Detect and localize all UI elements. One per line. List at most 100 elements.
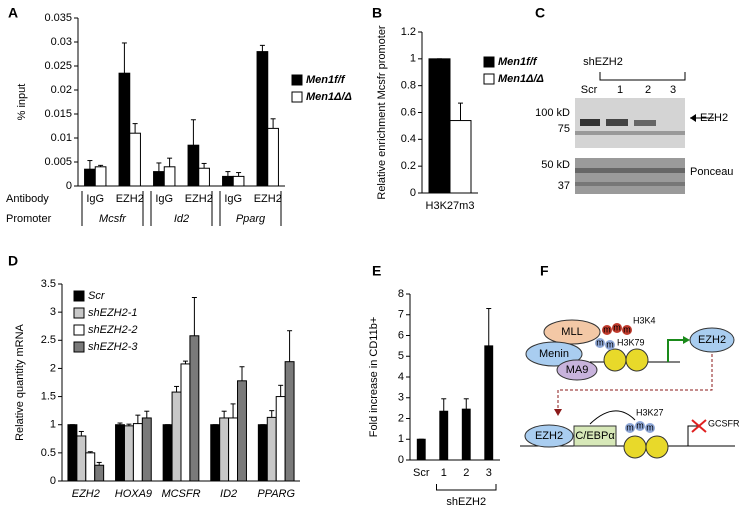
y-tick-label: 0 <box>66 180 72 192</box>
y-tick-label: 1 <box>398 433 404 445</box>
x-tick-label: Scr <box>413 467 430 479</box>
group-label: Pparg <box>236 213 266 225</box>
methyl <box>622 325 632 335</box>
methyl-label: m <box>636 420 644 430</box>
x-tick-label: EZH2 <box>185 193 213 205</box>
bar <box>461 408 471 461</box>
protein-label: Menin <box>539 348 569 360</box>
y-tick-label: 0.035 <box>44 12 72 24</box>
legend-label: Men1Δ/Δ <box>306 91 352 103</box>
panel-label: D <box>8 253 18 269</box>
legend-swatch <box>73 307 85 319</box>
legend-label: Scr <box>88 290 106 302</box>
bar <box>187 144 200 187</box>
bar <box>171 391 182 482</box>
group-label: shEZH2 <box>583 56 623 68</box>
methyl <box>612 323 622 333</box>
protein-label: EZH2 <box>698 334 726 346</box>
arrow-head <box>690 114 696 122</box>
curved-arrow <box>589 410 636 425</box>
legend-label: Men1f/f <box>498 56 538 68</box>
activation-arrow <box>667 339 684 362</box>
bar <box>153 171 165 187</box>
x-tick-label: HOXA9 <box>115 488 152 500</box>
y-tick-label: 2 <box>398 412 404 424</box>
protein <box>543 319 601 345</box>
x-tick-label: 2 <box>463 467 469 479</box>
bar <box>267 127 279 187</box>
group-bracket <box>150 191 213 226</box>
y-tick-label: 6 <box>398 329 404 341</box>
y-tick-label: 3.5 <box>41 278 56 290</box>
blot-image <box>575 158 685 194</box>
band <box>575 131 685 135</box>
y-tick-label: 4 <box>398 371 404 383</box>
y-tick-label: 1.2 <box>401 26 416 38</box>
group-label: Id2 <box>174 213 189 225</box>
y-tick-label: 2 <box>50 362 56 374</box>
y-tick-label: 3 <box>50 306 56 318</box>
group-bracket <box>81 191 144 226</box>
bar <box>76 435 87 482</box>
y-tick-label: 0.2 <box>401 160 416 172</box>
arrow-head <box>554 409 562 416</box>
x-tick-label: EZH2 <box>72 488 100 500</box>
y-axis-label: Relative enrichment Mcsfr promoter <box>376 25 388 200</box>
methyl <box>602 325 612 335</box>
bar <box>228 417 239 482</box>
lane-label: Scr <box>581 84 598 96</box>
panel-label: E <box>372 263 381 279</box>
y-tick-label: 0.01 <box>51 132 72 144</box>
y-tick-label: 5 <box>398 350 404 362</box>
band <box>580 119 600 126</box>
y-tick-label: 0 <box>398 454 404 466</box>
y-tick-label: 0.02 <box>51 84 72 96</box>
legend-swatch <box>483 56 495 68</box>
loading-label: Ponceau <box>690 166 733 178</box>
bar <box>129 132 141 187</box>
bar <box>257 424 268 482</box>
x-tick-label: EZH2 <box>254 193 282 205</box>
bar <box>115 424 125 482</box>
legend-label: shEZH2-3 <box>88 341 138 353</box>
bracket <box>599 72 686 81</box>
bar <box>232 175 245 187</box>
bar <box>132 423 143 482</box>
bar <box>67 424 78 482</box>
legend-label: shEZH2-2 <box>88 324 138 336</box>
y-tick-label: 0 <box>410 187 416 199</box>
arrow-head <box>683 336 690 344</box>
nucleosome <box>625 348 649 372</box>
bar <box>163 166 176 187</box>
promoter-arrow <box>687 425 700 446</box>
band <box>575 182 685 186</box>
bar <box>123 425 134 482</box>
protein <box>556 359 598 381</box>
x-tick-label: 1 <box>441 467 447 479</box>
methyl-label: m <box>606 339 614 349</box>
bar <box>275 396 286 482</box>
bar <box>219 417 230 482</box>
y-tick-label: 7 <box>398 309 404 321</box>
nucleosome <box>645 435 669 459</box>
bar <box>449 120 472 194</box>
bar <box>94 464 105 482</box>
nucleosome <box>623 435 647 459</box>
methyl-label: m <box>596 337 604 347</box>
bar <box>180 363 191 482</box>
y-axis-label: % input <box>16 84 28 121</box>
legend-swatch <box>483 73 495 85</box>
bar <box>439 410 449 461</box>
y-tick-label: 0.5 <box>41 447 56 459</box>
bar <box>222 175 234 187</box>
diagram: F MLL Menin MA9 m m m m m H3K4 H3K79 EZH… <box>520 263 740 459</box>
x-tick-label: IgG <box>86 193 104 205</box>
protein-label: MA9 <box>566 364 589 376</box>
y-tick-label: 1 <box>410 53 416 65</box>
y-tick-label: 1.5 <box>41 390 56 402</box>
methyl-label: m <box>626 422 634 432</box>
y-tick-label: 3 <box>398 392 404 404</box>
mark-label: H3K4 <box>633 315 656 325</box>
panel-label: F <box>540 263 549 279</box>
